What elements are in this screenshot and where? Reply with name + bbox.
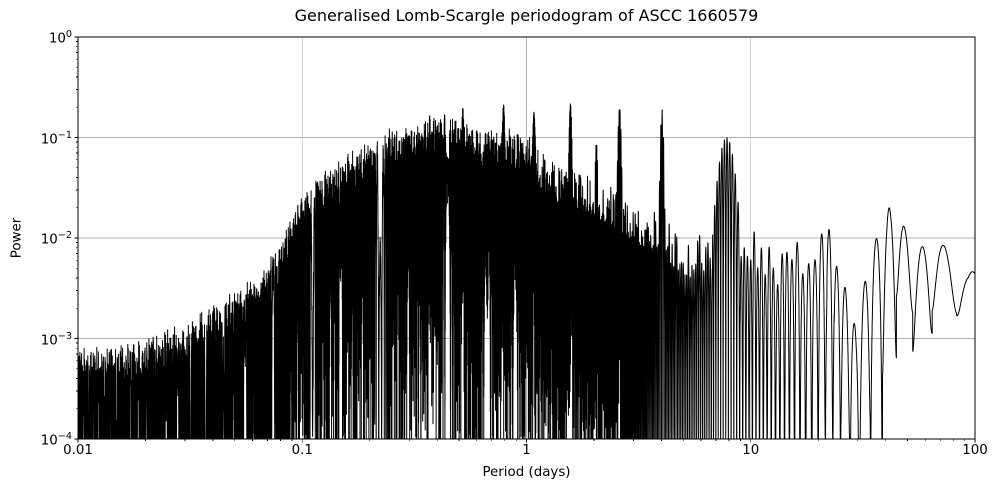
- x-tick-label: 1: [522, 443, 531, 458]
- y-tick-label: 10−1: [40, 129, 72, 148]
- y-tick-label: 100: [48, 29, 72, 47]
- axis-ticks: [74, 36, 976, 443]
- periodogram-line: [78, 103, 975, 439]
- x-tick-label: 100: [962, 443, 988, 458]
- chart-title: Generalised Lomb-Scargle periodogram of …: [294, 6, 759, 25]
- x-axis-label: Period (days): [482, 465, 571, 480]
- x-tick-label: 10: [742, 443, 760, 458]
- x-tick-label: 0.01: [63, 443, 93, 458]
- y-tick-label: 10−3: [40, 330, 72, 349]
- y-tick-label: 10−4: [40, 431, 72, 449]
- y-tick-label: 10−2: [40, 230, 72, 248]
- x-tick-label: 0.1: [291, 443, 313, 458]
